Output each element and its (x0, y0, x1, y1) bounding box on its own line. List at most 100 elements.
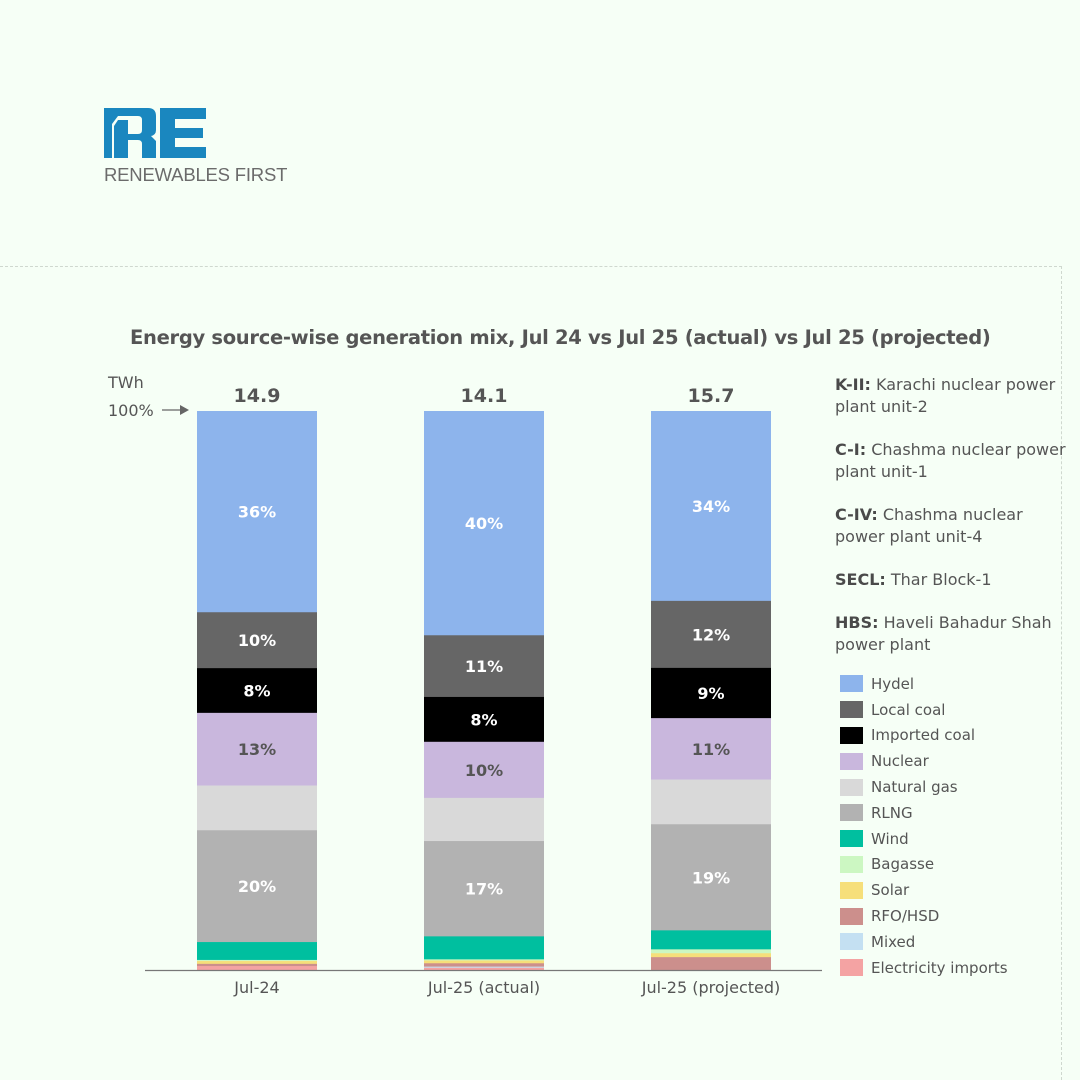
bar-segment-natural-gas (424, 797, 544, 842)
x-tick-label: Jul-25 (projected) (641, 978, 781, 997)
data-label: 8% (243, 682, 270, 701)
data-label: 19% (692, 868, 730, 887)
bar-segment-hydel (424, 411, 544, 636)
legend-swatch (840, 855, 863, 873)
legend-label: Wind (871, 829, 909, 848)
re-logo-icon (104, 108, 206, 158)
note-description: Thar Block-1 (885, 570, 992, 589)
abbreviation-note: C-IV: Chashma nuclear power plant unit-4 (835, 504, 1075, 548)
bar-segment-electricity-imports (424, 967, 544, 971)
data-label: 34% (692, 497, 730, 516)
legend-swatch (840, 778, 863, 796)
note-abbreviation: HBS: (835, 613, 879, 632)
stacked-bar-chart: TWh 100% 36% 10% 8% 13% 20% 14.9 Jul-24 40% 11% 8% 1… (107, 373, 822, 997)
bar-segment-hydel (197, 411, 317, 613)
unit-label: TWh (107, 373, 144, 392)
bar-total-label: 14.1 (461, 385, 508, 407)
legend-swatch (840, 701, 863, 719)
data-label: 11% (692, 740, 730, 759)
bar-segment-imported-coal (197, 668, 317, 714)
bar-segment-local-coal (197, 612, 317, 669)
bar-segment-imported-coal (651, 667, 771, 719)
bar-segment-local-coal (651, 600, 771, 669)
legend-item: Electricity imports (840, 955, 1008, 981)
legend-label: Solar (871, 881, 910, 900)
legend-swatch (840, 804, 863, 822)
note-abbreviation: K-II: (835, 375, 871, 394)
legend-label: Local coal (871, 700, 946, 719)
legend-item: Nuclear (840, 748, 1008, 774)
arrow-head-icon (180, 405, 189, 415)
bar-segment-local-coal (424, 635, 544, 698)
data-label: 36% (238, 503, 276, 522)
bar-segment-imported-coal (424, 696, 544, 743)
note-description: Chashma nuclear power plant unit-4 (835, 505, 1023, 546)
legend-swatch (840, 881, 863, 899)
legend-label: Electricity imports (871, 958, 1008, 977)
legend-item: Hydel (840, 671, 1008, 697)
legend-swatch (840, 907, 863, 925)
data-label: 8% (470, 710, 497, 729)
note-description: Haveli Bahadur Shah power plant (835, 613, 1052, 654)
legend-item: Mixed (840, 929, 1008, 955)
brand-name: RENEWABLES FIRST (104, 164, 288, 185)
legend-item: RFO/HSD (840, 903, 1008, 929)
bar-segment-solar (424, 960, 544, 964)
bar-segment-bagasse (651, 949, 771, 954)
bar-segment-rfo-hsd (651, 957, 771, 971)
bar-segment-nuclear (651, 718, 771, 780)
bar-segment-rfo-hsd (424, 963, 544, 967)
bar-segment-wind (651, 930, 771, 950)
data-label: 40% (465, 514, 503, 533)
legend-swatch (840, 752, 863, 770)
legend-label: RFO/HSD (871, 907, 940, 926)
legend-item: Bagasse (840, 852, 1008, 878)
bar-segment-rlng (197, 830, 317, 943)
note-description: Chashma nuclear power plant unit-1 (835, 440, 1066, 481)
bar-segment-mixed (424, 966, 544, 969)
legend-item: Solar (840, 877, 1008, 903)
legend-label: Hydel (871, 674, 915, 693)
x-tick-label: Jul-24 (233, 978, 279, 997)
x-tick-label: Jul-25 (actual) (427, 978, 540, 997)
legend-label: Nuclear (871, 752, 929, 771)
legend-swatch (840, 726, 863, 744)
chart-legend: Hydel Local coal Imported coal Nuclear Natur… (840, 671, 1008, 981)
bar-segment-natural-gas (197, 785, 317, 831)
abbreviation-note: C-I: Chashma nuclear power plant unit-1 (835, 439, 1075, 483)
abbreviation-notes: K-II: Karachi nuclear power plant unit-2… (835, 374, 1075, 677)
note-description: Karachi nuclear power plant unit-2 (835, 375, 1056, 416)
note-abbreviation: SECL: (835, 570, 886, 589)
abbreviation-note: K-II: Karachi nuclear power plant unit-2 (835, 374, 1075, 418)
legend-item: Imported coal (840, 723, 1008, 749)
bar-segment-solar (651, 953, 771, 958)
data-label: 13% (238, 740, 276, 759)
note-abbreviation: C-IV: (835, 505, 878, 524)
legend-label: Natural gas (871, 778, 958, 797)
bar-segment-nuclear (197, 712, 317, 786)
legend-swatch (840, 830, 863, 848)
bar-segment-solar (197, 961, 317, 965)
bar-total-label: 15.7 (688, 385, 735, 407)
data-label: 10% (238, 631, 276, 650)
bar-segment-nuclear (424, 741, 544, 799)
legend-label: Bagasse (871, 855, 935, 874)
bar-segment-bagasse (424, 959, 544, 961)
bar-segment-wind (197, 942, 317, 961)
legend-label: RLNG (871, 803, 913, 822)
legend-swatch (840, 933, 863, 951)
bar-segment-bagasse (197, 959, 317, 962)
chart-frame (0, 266, 1062, 1080)
bar-segment-rlng (651, 824, 771, 931)
data-label: 9% (697, 684, 724, 703)
note-abbreviation: C-I: (835, 440, 867, 459)
legend-label: Mixed (871, 932, 916, 951)
data-label: 11% (465, 657, 503, 676)
bar-segment-rfo-hsd (197, 963, 317, 967)
bar-segment-natural-gas (651, 779, 771, 825)
bar-segment-rlng (424, 841, 544, 937)
bar-segment-electricity-imports (197, 966, 317, 971)
legend-item: Natural gas (840, 774, 1008, 800)
bar-segment-wind (424, 936, 544, 960)
data-label: 17% (465, 880, 503, 899)
